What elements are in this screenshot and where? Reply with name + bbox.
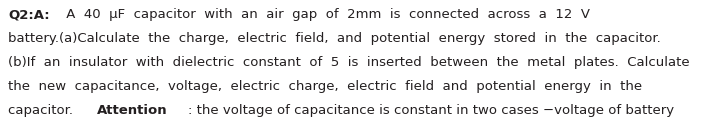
Text: the  new  capacitance,  voltage,  electric  charge,  electric  field  and  poten: the new capacitance, voltage, electric c… (8, 80, 642, 93)
Text: : the voltage of capacitance is constant in two cases −voltage of battery: : the voltage of capacitance is constant… (189, 104, 675, 117)
Text: Q2:A:: Q2:A: (8, 8, 50, 21)
Text: A  40  μF  capacitor  with  an  air  gap  of  2mm  is  connected  across  a  12 : A 40 μF capacitor with an air gap of 2mm… (62, 8, 590, 21)
Text: (b)If  an  insulator  with  dielectric  constant  of  5  is  inserted  between  : (b)If an insulator with dielectric const… (8, 56, 690, 69)
Text: battery.(a)Calculate  the  charge,  electric  field,  and  potential  energy  st: battery.(a)Calculate the charge, electri… (8, 32, 661, 45)
Text: Attention: Attention (97, 104, 168, 117)
Text: capacitor.: capacitor. (8, 104, 77, 117)
